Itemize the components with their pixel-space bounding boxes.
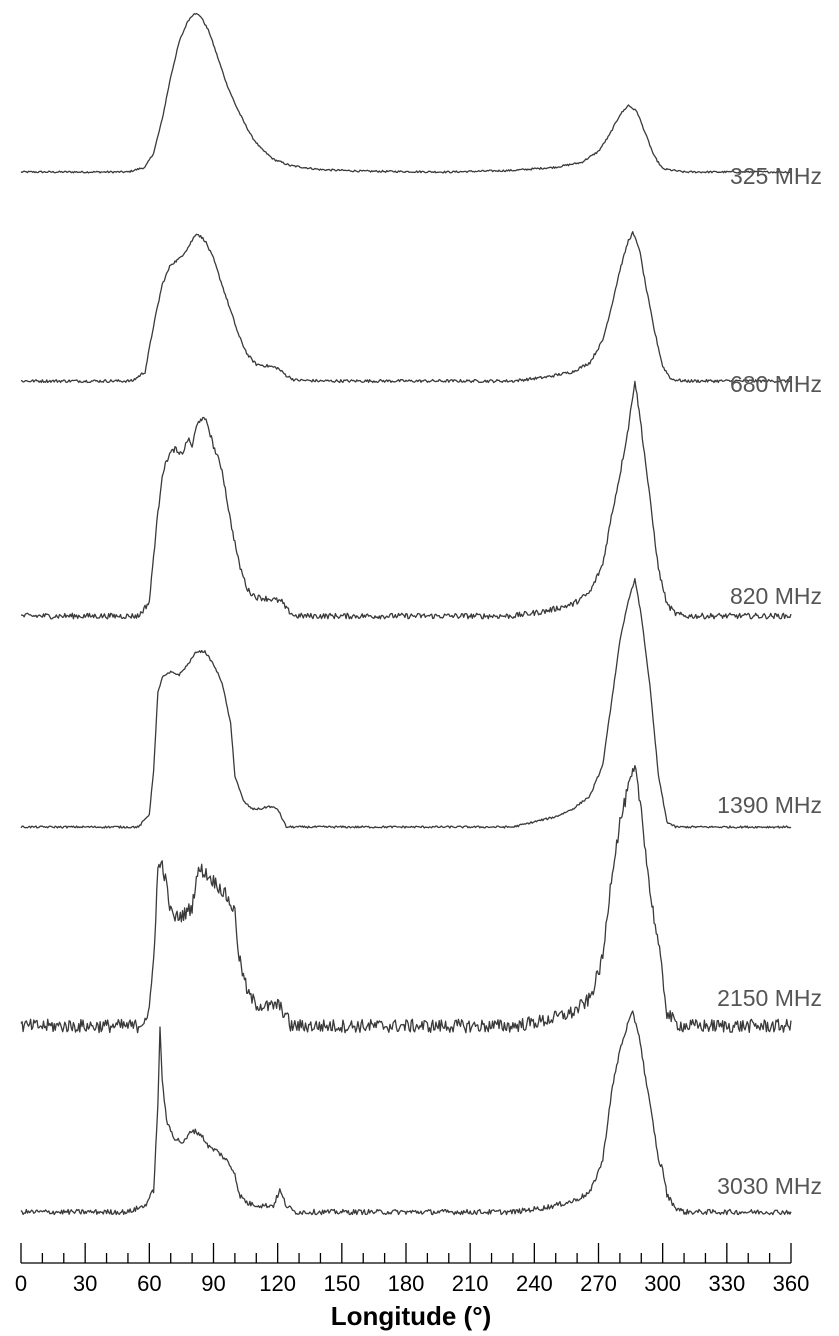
frequency-label: 325 MHz (730, 163, 822, 189)
x-tick-label: 120 (259, 1271, 296, 1296)
frequency-labels: 325 MHz 680 MHz 820 MHz 1390 MHz 2150 MHz 303… (717, 163, 822, 1199)
x-axis-title: Longitude (°) (331, 1301, 492, 1331)
profiles-group (20, 12, 792, 1216)
profile-line (20, 764, 792, 1034)
x-axis-tick-labels: 0 30 60 90 120 150 180 210 240 270 300 330 360 (15, 1271, 809, 1296)
x-tick-label: 150 (323, 1271, 360, 1296)
profile-line (20, 231, 792, 384)
frequency-label: 3030 MHz (717, 1173, 822, 1199)
x-tick-label: 300 (644, 1271, 681, 1296)
x-tick-label: 180 (388, 1271, 425, 1296)
frequency-label: 680 MHz (730, 371, 822, 397)
frequency-label: 820 MHz (730, 583, 822, 609)
x-tick-label: 330 (708, 1271, 745, 1296)
profile-line (20, 577, 792, 829)
x-tick-label: 210 (452, 1271, 489, 1296)
profile-line (20, 1010, 792, 1216)
x-tick-label: 30 (73, 1271, 97, 1296)
x-tick-label: 270 (580, 1271, 617, 1296)
x-axis-ticks (20, 1243, 792, 1263)
frequency-label: 1390 MHz (717, 792, 822, 818)
x-axis: 0 30 60 90 120 150 180 210 240 270 300 330 360 Longi… (15, 1243, 809, 1331)
x-tick-label: 240 (516, 1271, 553, 1296)
x-tick-label: 60 (137, 1271, 161, 1296)
frequency-label: 2150 MHz (717, 985, 822, 1011)
x-tick-label: 90 (201, 1271, 225, 1296)
x-tick-label: 0 (15, 1271, 27, 1296)
profile-line (20, 380, 792, 620)
x-tick-label: 360 (773, 1271, 810, 1296)
profile-line (20, 12, 792, 174)
